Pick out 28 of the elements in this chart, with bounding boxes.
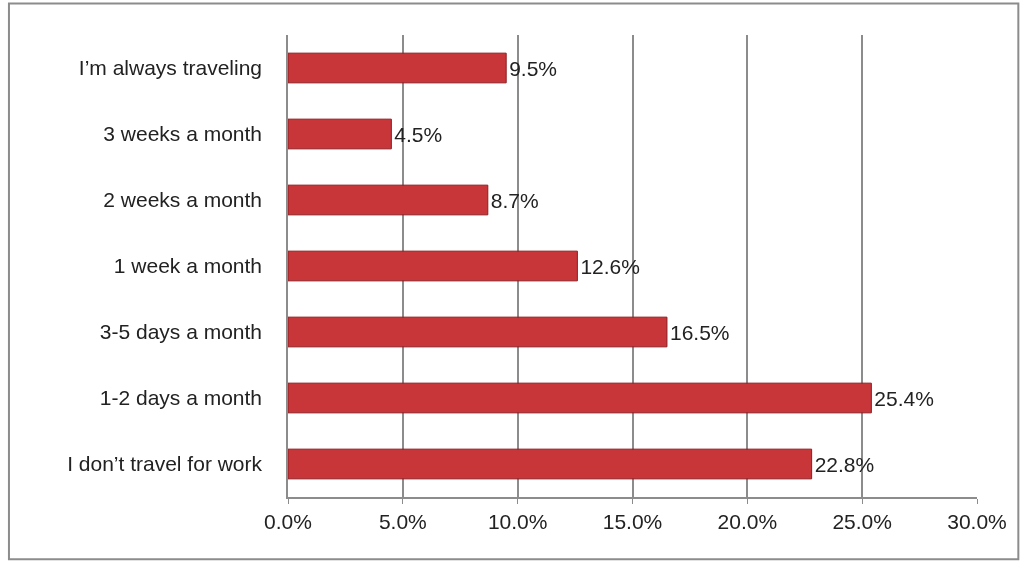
data-label: 16.5%: [669, 320, 730, 344]
bar: [288, 184, 489, 216]
bar: [288, 52, 507, 84]
x-tick-label: 25.0%: [832, 509, 892, 533]
bar: [288, 250, 578, 282]
bar: [288, 118, 392, 150]
y-tick-label: 3 weeks a month: [103, 122, 263, 146]
data-label: 22.8%: [814, 452, 875, 476]
y-tick-label: 1-2 days a month: [99, 386, 263, 410]
data-label: 9.5%: [509, 56, 558, 80]
data-label: 12.6%: [580, 254, 640, 278]
data-label: 25.4%: [874, 386, 934, 410]
y-tick-label: 2 weeks a month: [103, 188, 263, 212]
x-tick-label: 10.0%: [487, 509, 548, 533]
y-tick-label: I don’t travel for work: [67, 452, 263, 476]
y-tick-label: I’m always traveling: [78, 56, 263, 80]
bar: [288, 448, 813, 480]
y-tick-label: 3-5 days a month: [99, 320, 263, 344]
x-tick-label: 0.0%: [264, 509, 312, 533]
x-tick-label: 15.0%: [602, 509, 663, 533]
x-tick-label: 20.0%: [717, 509, 778, 533]
data-label: 4.5%: [394, 122, 443, 146]
bar: [288, 316, 668, 348]
x-tick-label: 30.0%: [947, 509, 1007, 533]
bar: [288, 382, 872, 414]
x-tick-label: 5.0%: [378, 509, 427, 533]
y-tick-label: 1 week a month: [113, 254, 263, 278]
data-label: 8.7%: [490, 188, 539, 212]
